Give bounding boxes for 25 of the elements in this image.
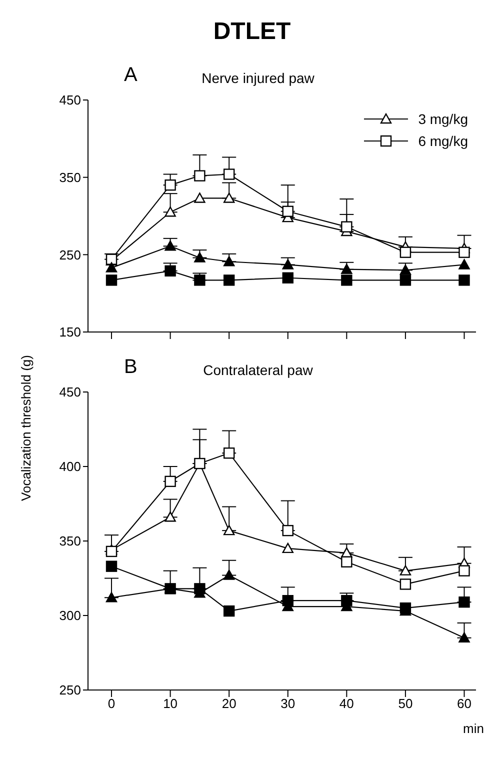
y-tick-label: 400: [59, 459, 81, 474]
y-tick-label: 250: [59, 682, 81, 698]
y-tick-label: 150: [59, 324, 81, 340]
y-axis-title: Vocalization threshold (g): [18, 355, 34, 501]
text: A: [124, 64, 138, 87]
x-tick-label: 20: [222, 696, 236, 712]
x-tick-label: 60: [457, 696, 472, 712]
y-tick-label: 450: [59, 384, 81, 400]
x-tick-label: 0: [108, 696, 116, 712]
text: B: [124, 356, 138, 379]
y-tick-label: 450: [59, 92, 81, 108]
chart-subtitle: Nerve injured paw: [200, 70, 316, 86]
chart-title: DTLET: [212, 18, 292, 46]
x-tick-label: 30: [280, 696, 296, 712]
legend-label: 6 mg/kg: [418, 133, 468, 149]
y-tick-label: 250: [59, 247, 81, 262]
y-tick-label: 350: [59, 534, 81, 549]
x-axis-title: min: [463, 721, 484, 736]
y-tick-label: 300: [59, 608, 81, 624]
legend-label: 3 mg/kg: [418, 111, 468, 127]
x-tick-label: 40: [339, 696, 354, 712]
chart-subtitle: Contralateral paw: [202, 362, 314, 378]
x-tick-label: 10: [163, 696, 178, 712]
x-tick-label: 50: [398, 696, 413, 712]
y-tick-label: 350: [59, 170, 81, 185]
